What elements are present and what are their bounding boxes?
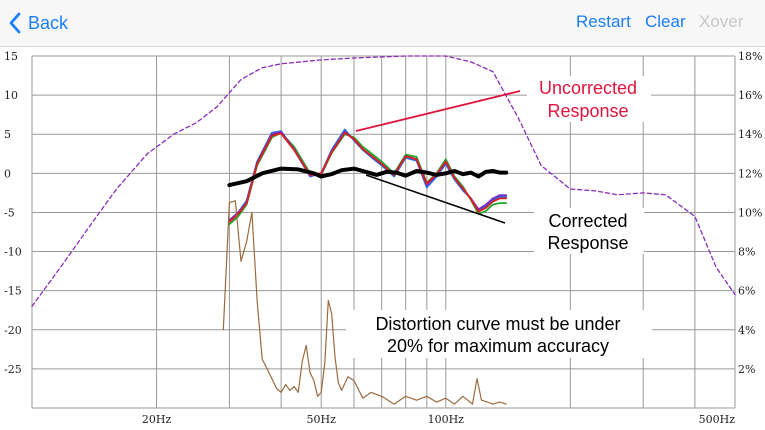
x-tick-label: 20Hz	[142, 413, 172, 426]
x-tick-label: 100Hz	[428, 413, 465, 426]
back-button[interactable]: Back	[8, 9, 68, 37]
distortion-label-bg	[346, 310, 652, 358]
uncorrected-label-bg	[527, 76, 651, 122]
right-tick-label: 12%	[738, 167, 762, 180]
distortion-label-line1: Distortion curve must be under	[375, 314, 620, 334]
uncorrected-pointer-line	[355, 90, 521, 132]
right-tick-label: 14%	[738, 128, 762, 141]
x-axis-ticks: 20Hz 50Hz 100Hz 500Hz	[142, 413, 735, 426]
left-tick-label: -10	[4, 246, 22, 259]
distortion-label-line2: 20% for maximum accuracy	[387, 336, 609, 356]
right-tick-label: 6%	[738, 285, 755, 298]
left-tick-label: -15	[4, 285, 22, 298]
clear-button[interactable]: Clear	[645, 12, 686, 31]
left-tick-label: 5	[4, 128, 11, 141]
left-tick-label: 10	[4, 89, 18, 102]
distortion-curve-line	[222, 200, 507, 405]
x-tick-label: 50Hz	[307, 413, 337, 426]
response-green-line	[228, 131, 508, 226]
right-tick-label: 10%	[738, 206, 762, 219]
navigation-bar: Back Restart Clear Xover	[0, 0, 765, 47]
corrected-response-line	[227, 166, 509, 188]
corrected-label-line2: Response	[547, 233, 628, 253]
back-label: Back	[28, 12, 69, 33]
chart-annotations: Uncorrected Response Corrected Response …	[346, 76, 652, 358]
response-red-line	[228, 131, 508, 223]
left-tick-label: 15	[4, 50, 18, 63]
right-tick-label: 8%	[738, 246, 755, 259]
xover-button: Xover	[699, 12, 744, 31]
left-tick-label: 0	[4, 167, 11, 180]
corrected-pointer-line	[365, 174, 506, 224]
right-tick-label: 18%	[738, 50, 762, 63]
frequency-response-chart: 15 10 5 0 -5 -10 -15 -20 -25 18% 16% 14% 12% 10% 8% 6%…	[4, 50, 762, 426]
uncorrected-label-line2: Response	[547, 101, 628, 121]
restart-button[interactable]: Restart	[576, 12, 631, 31]
left-tick-label: -20	[4, 324, 22, 337]
left-axis-ticks: 15 10 5 0 -5 -10 -15 -20 -25	[4, 50, 22, 376]
right-tick-label: 16%	[738, 89, 762, 102]
chart-series	[31, 55, 736, 405]
right-tick-label: 4%	[738, 324, 755, 337]
right-axis-ticks: 18% 16% 14% 12% 10% 8% 6% 4% 2%	[738, 50, 762, 376]
x-tick-label: 500Hz	[699, 413, 736, 426]
corrected-label-line1: Corrected	[548, 211, 627, 231]
chevron-left-icon	[9, 12, 21, 34]
corrected-label-bg	[534, 208, 644, 254]
right-tick-label: 2%	[738, 363, 755, 376]
left-tick-label: -5	[4, 206, 15, 219]
uncorrected-label-line1: Uncorrected	[539, 78, 637, 98]
left-tick-label: -25	[4, 363, 22, 376]
distortion-limit-line	[31, 55, 736, 307]
